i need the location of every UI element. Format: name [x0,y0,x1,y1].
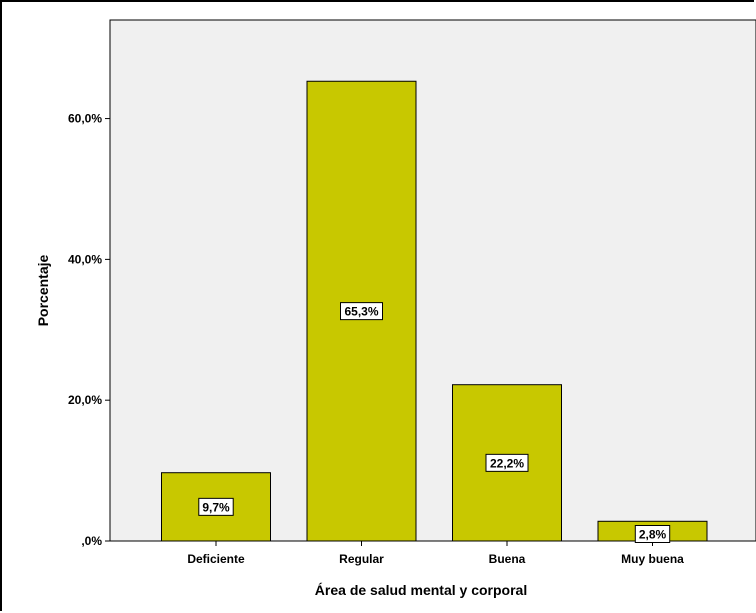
data-label: 2,8% [639,528,667,542]
data-label: 22,2% [490,456,524,470]
x-tick-label: Deficiente [187,552,245,566]
x-axis-ticks: Deficiente Regular Buena Muy buena [187,541,684,566]
y-tick-label: 40,0% [68,252,102,266]
data-label-box [485,453,529,472]
x-tick-label: Buena [489,552,526,566]
data-label: 9,7% [202,500,230,514]
data-label-box [634,525,671,543]
y-tick-label: ,0% [81,534,102,548]
plot-area [109,19,756,542]
y-axis-title: Porcentaje [35,254,51,326]
y-tick-label: 60,0% [68,112,102,126]
x-tick-label: Muy buena [621,552,684,566]
data-label-box [340,302,383,321]
data-label-box [198,497,234,516]
data-labels: 9,7% 65,3% 22,2% 2,8% [198,302,671,543]
y-axis-ticks: ,0% 20,0% 40,0% 60,0% [68,112,110,548]
x-axis-title: Área de salud mental y corporal [315,582,527,598]
x-tick-label: Regular [339,552,384,566]
y-tick-label: 20,0% [68,393,102,407]
data-label: 65,3% [344,305,378,319]
